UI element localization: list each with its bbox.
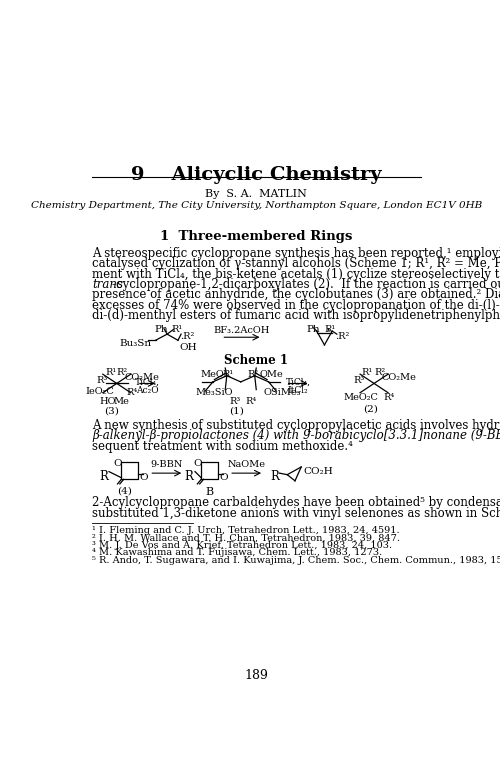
Text: excesses of 74% were observed in the cyclopropanation of the di-(l)-menthyl or: excesses of 74% were observed in the cyc… (92, 298, 500, 312)
Text: ItCl₂: ItCl₂ (288, 386, 308, 395)
Text: Me: Me (114, 397, 130, 407)
Text: substituted 1,3-diketone anions with vinyl selenones as shown in Scheme 2.: substituted 1,3-diketone anions with vin… (92, 506, 500, 519)
Text: Me₃SiO: Me₃SiO (196, 388, 234, 397)
Text: ⁴ M. Kawashima and T. Fujisawa, Chem. Lett., 1983, 1273.: ⁴ M. Kawashima and T. Fujisawa, Chem. Le… (92, 548, 382, 557)
Text: (1): (1) (230, 407, 244, 416)
Text: R⁴: R⁴ (384, 393, 394, 402)
Text: R²: R² (117, 368, 128, 377)
Text: R: R (270, 470, 279, 483)
Text: Ph: Ph (306, 325, 320, 334)
Text: Bu₃Sn: Bu₃Sn (119, 339, 151, 348)
Text: B: B (206, 487, 214, 497)
Text: R²: R² (374, 368, 385, 377)
Text: -cyclopropane-1,2-dicarboxylates (2).  If the reaction is carried out in the: -cyclopropane-1,2-dicarboxylates (2). If… (112, 278, 500, 291)
Text: presence of acetic anhydride, the cyclobutanes (3) are obtained.² Diastereomeric: presence of acetic anhydride, the cyclob… (92, 288, 500, 301)
Text: 189: 189 (244, 669, 268, 682)
Text: A stereospecific cyclopropane synthesis has been reported,¹ employing the acid-: A stereospecific cyclopropane synthesis … (92, 247, 500, 260)
Text: (3): (3) (104, 407, 119, 416)
Text: ² I. H. M. Wallace and T. H. Chan, Tetrahedron, 1983, 39, 847.: ² I. H. M. Wallace and T. H. Chan, Tetra… (92, 533, 400, 543)
Text: O: O (139, 473, 148, 482)
Text: OSiMe₃: OSiMe₃ (264, 388, 302, 397)
Text: BF₃.2AcOH: BF₃.2AcOH (214, 326, 270, 335)
Text: A new synthesis of substituted cyclopropylacetic acids involves hydroboration of: A new synthesis of substituted cycloprop… (92, 419, 500, 432)
Text: ment with TiCl₄, the bis-ketene acetals (1) cyclize stereoselectively to dimethy: ment with TiCl₄, the bis-ketene acetals … (92, 267, 500, 281)
Text: (4): (4) (117, 487, 132, 496)
Text: ¹ I. Fleming and C. J. Urch, Tetrahedron Lett., 1983, 24, 4591.: ¹ I. Fleming and C. J. Urch, Tetrahedron… (92, 526, 400, 535)
Text: O: O (194, 459, 202, 468)
Text: MeO: MeO (200, 369, 224, 379)
Text: R⁴: R⁴ (126, 388, 138, 397)
Text: IeO₂C: IeO₂C (86, 386, 115, 396)
Text: R: R (184, 470, 193, 483)
Text: R³: R³ (354, 376, 365, 385)
Text: TiCl₄,: TiCl₄, (135, 378, 160, 387)
Text: sequent treatment with sodium methoxide.⁴: sequent treatment with sodium methoxide.… (92, 440, 353, 453)
Text: catalysed cyclization of γ-stannyl alcohols (Scheme 1; R¹, R² = Me, Ph). On trea: catalysed cyclization of γ-stannyl alcoh… (92, 257, 500, 270)
Text: .R²: .R² (180, 332, 194, 341)
Text: R³: R³ (96, 376, 108, 385)
Text: By  S. A.  MATLIN: By S. A. MATLIN (206, 189, 307, 199)
Text: NaOMe: NaOMe (228, 459, 266, 468)
Text: CO₂Me: CO₂Me (382, 373, 416, 382)
Text: 1  Three-membered Rings: 1 Three-membered Rings (160, 230, 352, 243)
Text: β-alkenyl-β-propiolactones (4) with 9-borabicyclo[3.3.1]nonane (9-BBN) and sub-: β-alkenyl-β-propiolactones (4) with 9-bo… (92, 429, 500, 442)
Text: Ph: Ph (154, 325, 168, 334)
Text: R: R (100, 470, 108, 483)
Text: ³ M. J. De Vos and A. Krief, Tetrahedron Lett., 1983, 24, 103.: ³ M. J. De Vos and A. Krief, Tetrahedron… (92, 541, 392, 550)
Text: R²: R² (247, 369, 258, 379)
Text: Chemistry Department, The City University, Northampton Square, London EC1V 0HB: Chemistry Department, The City Universit… (30, 200, 482, 209)
Text: OH: OH (180, 343, 197, 352)
Text: (2): (2) (364, 405, 378, 414)
Text: R¹: R¹ (172, 325, 183, 334)
Text: TiCl₄,: TiCl₄, (286, 378, 310, 387)
Text: R¹: R¹ (106, 368, 117, 377)
Text: CO₂H: CO₂H (304, 467, 334, 476)
Text: HO: HO (100, 397, 116, 407)
Text: O: O (114, 459, 122, 468)
Text: .R²: .R² (336, 332, 349, 341)
Text: 9-BBN: 9-BBN (150, 459, 183, 468)
Text: Scheme 1: Scheme 1 (224, 354, 288, 367)
Text: trans: trans (92, 278, 123, 291)
Text: di-(d)-menthyl esters of fumaric acid with isopropylidenetriphenylphosphorane.³: di-(d)-menthyl esters of fumaric acid wi… (92, 309, 500, 322)
Text: 9    Alicyclic Chemistry: 9 Alicyclic Chemistry (131, 166, 382, 184)
Text: O: O (219, 473, 228, 482)
Text: R¹: R¹ (324, 325, 336, 334)
Text: R⁴: R⁴ (246, 397, 256, 407)
Text: MeO₂C: MeO₂C (343, 393, 378, 402)
Text: Ac₂O: Ac₂O (136, 386, 158, 395)
Text: OMe: OMe (260, 369, 283, 379)
Text: CO₂Me: CO₂Me (124, 373, 160, 382)
Text: 2-Acylcyclopropane carbaldehydes have been obtained⁵ by condensation of 2-: 2-Acylcyclopropane carbaldehydes have be… (92, 496, 500, 509)
Text: R¹: R¹ (222, 369, 234, 379)
Text: R³: R³ (230, 397, 241, 407)
Text: R¹: R¹ (362, 368, 373, 377)
Text: ⁵ R. Ando, T. Sugawara, and I. Kuwajima, J. Chem. Soc., Chem. Commun., 1983, 151: ⁵ R. Ando, T. Sugawara, and I. Kuwajima,… (92, 556, 500, 564)
